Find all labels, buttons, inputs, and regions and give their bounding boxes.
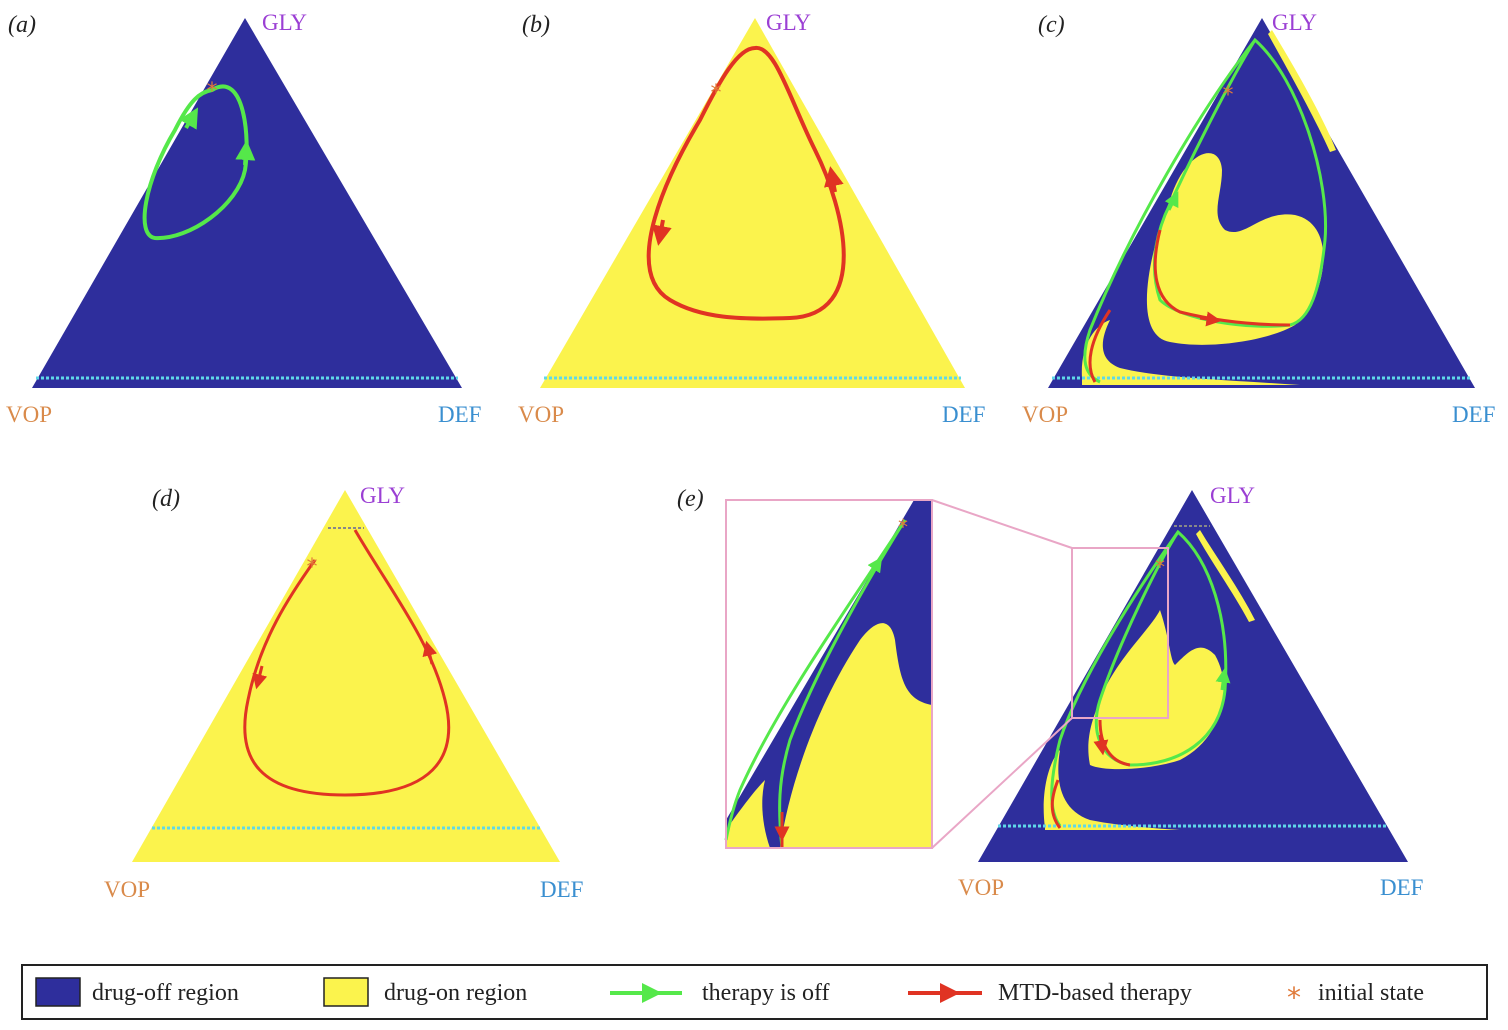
trajectory-therapy-off-c-outer	[1083, 39, 1257, 384]
legend-label-initial: initial state	[1318, 980, 1424, 1006]
arrow-mtd-b-2	[824, 166, 844, 193]
legend: drug-off region drug-on region therapy i…	[21, 964, 1488, 1020]
panel-b: (b) * GLY VOP DEF	[518, 10, 985, 427]
drug-on-region-e-3	[1196, 530, 1255, 622]
arrow-therapy-off-a-1	[179, 107, 199, 130]
inset-arrow-therapy-off	[867, 556, 883, 576]
trajectory-mtd-b	[646, 45, 846, 321]
ternary-triangle-d	[132, 490, 560, 862]
inset-initial-state: *	[898, 515, 908, 539]
inset-drug-on-region	[780, 623, 932, 848]
arrow-therapy-off-c	[1164, 191, 1179, 211]
legend-item-mtd: MTD-based therapy	[908, 980, 1192, 1006]
legend-label-drug-on: drug-on region	[384, 980, 527, 1006]
panel-e: (e) * * GLY	[677, 483, 1423, 900]
drug-on-region-e-1	[1088, 610, 1224, 770]
vertex-gly-c: GLY	[1272, 10, 1317, 35]
vertex-vop-d: VOP	[104, 877, 150, 902]
yellow-square-icon	[323, 977, 369, 1007]
vertex-gly-a: GLY	[262, 10, 307, 35]
arrow-mtd-e	[1093, 734, 1109, 756]
initial-state-c: *	[1223, 83, 1234, 108]
panel-label-a: (a)	[8, 12, 36, 38]
arrow-mtd-b-1	[652, 219, 672, 246]
panel-label-d: (d)	[152, 486, 180, 512]
drug-on-region-c-3	[1268, 30, 1336, 152]
trajectory-therapy-off-a	[142, 84, 249, 241]
panel-label-e: (e)	[677, 486, 704, 512]
arrow-therapy-off-a-2	[235, 140, 256, 166]
initial-state-e: *	[1155, 555, 1165, 579]
initial-state-a: *	[207, 79, 218, 104]
arrow-mtd-d-1	[252, 665, 268, 690]
zoom-connector-top	[931, 499, 1073, 549]
vertex-def-c: DEF	[1452, 402, 1495, 427]
trajectory-therapy-off-c	[1153, 37, 1328, 328]
vertex-vop-a: VOP	[6, 402, 52, 427]
vertex-gly-d: GLY	[360, 483, 405, 508]
legend-box	[21, 964, 1488, 1020]
zoom-connector-bottom	[931, 717, 1073, 849]
legend-item-drug-off: drug-off region	[35, 977, 239, 1007]
ternary-triangle-a	[32, 18, 462, 388]
legend-item-drug-on: drug-on region	[323, 977, 527, 1007]
vertex-vop-e: VOP	[958, 875, 1004, 900]
inset-e: *	[724, 499, 933, 849]
inset-frame	[725, 499, 933, 849]
legend-item-initial: * initial state	[1287, 980, 1424, 1014]
zoom-frame-e	[1071, 547, 1169, 719]
vertex-def-d: DEF	[540, 877, 583, 902]
arrow-mtd-c	[1199, 311, 1222, 327]
legend-item-therapy-off: therapy is off	[610, 980, 830, 1006]
vertex-def-a: DEF	[438, 402, 481, 427]
panel-c: (c) * GLY VOP DEF	[1022, 10, 1495, 427]
inset-drug-on-sliver	[726, 780, 770, 848]
initial-state-d: *	[307, 555, 318, 580]
panel-label-c: (c)	[1038, 12, 1065, 38]
legend-label-therapy-off: therapy is off	[702, 980, 830, 1006]
vertex-def-e: DEF	[1380, 875, 1423, 900]
vertex-gly-e: GLY	[1210, 483, 1255, 508]
initial-state-b: *	[711, 81, 722, 106]
arrow-therapy-off-e	[1215, 667, 1231, 691]
blue-square-icon	[35, 977, 81, 1007]
vertex-vop-c: VOP	[1022, 402, 1068, 427]
panel-a: (a) * GLY VOP DEF	[6, 10, 481, 427]
trajectory-mtd-e-outer	[1050, 779, 1062, 829]
legend-label-drug-off: drug-off region	[92, 980, 239, 1006]
arrow-mtd-d-2	[422, 640, 438, 665]
vertex-vop-b: VOP	[518, 402, 564, 427]
vertex-def-b: DEF	[942, 402, 985, 427]
trajectory-mtd-c-outer	[1088, 309, 1112, 383]
panel-d: (d) * GLY VOP DEF	[104, 483, 583, 902]
panel-label-b: (b)	[522, 12, 550, 38]
ternary-triangle-b	[540, 18, 965, 388]
asterisk-icon: *	[1287, 981, 1301, 1014]
trajectory-mtd-c	[1153, 229, 1291, 327]
drug-on-region-c-1	[1146, 153, 1324, 345]
legend-label-mtd: MTD-based therapy	[998, 980, 1192, 1006]
vertex-gly-b: GLY	[766, 10, 811, 35]
